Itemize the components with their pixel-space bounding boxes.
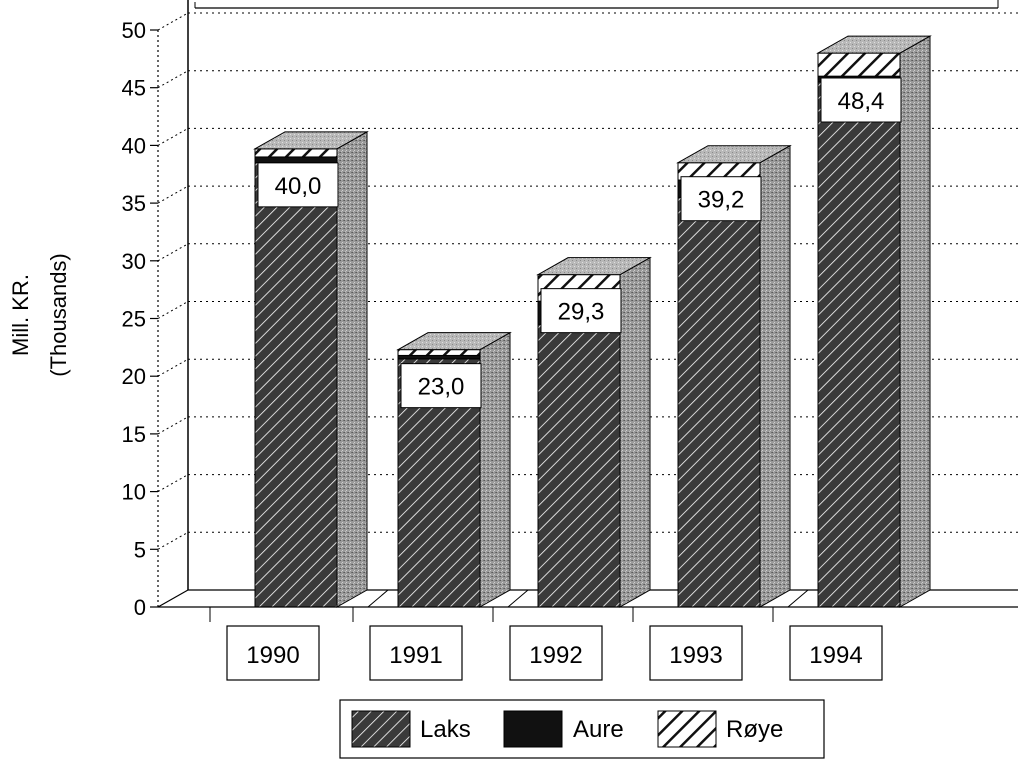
y-tick-label: 0 [134, 595, 146, 620]
grid-depth-line [157, 358, 189, 377]
y-tick-label: 35 [122, 191, 146, 216]
bar-laks-1994 [817, 81, 901, 608]
y-tick-label: 30 [122, 249, 146, 274]
legend-label-røye: Røye [726, 716, 783, 743]
grid-depth-line [157, 474, 189, 493]
category-label-1992: 1992 [529, 642, 582, 669]
grid-depth-line [157, 185, 189, 204]
bar-stack-1990: 40,0 [253, 131, 369, 608]
bar-top-1990 [253, 131, 369, 150]
y-axis: 0 5 10 15 20 25 30 35 40 45 50 [122, 18, 158, 620]
total-label-1991: 23,0 [418, 374, 465, 401]
bar-side-1994 [899, 35, 931, 608]
category-box-1993 [649, 625, 743, 681]
grid-depth-line [157, 301, 189, 319]
y-tick-label: 15 [122, 422, 146, 447]
total-label-box-1990 [257, 162, 339, 208]
bar-laks-1993 [677, 196, 761, 608]
grid-depth-line [157, 531, 189, 550]
x-depth-line [787, 589, 809, 608]
bar-side-1990 [336, 131, 368, 608]
total-label-1993: 39,2 [698, 187, 745, 214]
y-axis-title: Mill. KR. (Thousands) [8, 253, 71, 377]
legend: Laks Aure Røye [339, 699, 825, 759]
category-label-1994: 1994 [809, 642, 862, 669]
bar-aure-1990 [254, 156, 338, 164]
category-label-1990: 1990 [246, 642, 299, 669]
category-label-1991: 1991 [389, 642, 442, 669]
bar-stack-1992: 29,3 [536, 256, 652, 608]
bar-top-1991 [396, 332, 512, 351]
grid-depth-line [157, 12, 189, 31]
total-label-box-1991 [400, 363, 482, 409]
y-tick-label: 20 [122, 364, 146, 389]
bar-side-1993 [759, 144, 791, 608]
bar-røye-1990 [254, 148, 338, 158]
grid-depth-line [157, 127, 189, 146]
category-box-1992 [509, 625, 603, 681]
y-tick-label: 40 [122, 133, 146, 158]
y-tick-label: 10 [122, 480, 146, 505]
y-tick-label: 45 [122, 76, 146, 101]
legend-swatch-røye [657, 710, 717, 748]
category-box-1990 [226, 625, 320, 681]
top-frame [194, 0, 999, 9]
category-box-1991 [369, 625, 463, 681]
legend-box [339, 699, 825, 759]
total-label-box-1992 [540, 288, 622, 334]
bar-røye-1991 [397, 349, 481, 356]
y-axis-title-line1: Mill. KR. [8, 274, 33, 356]
bar-top-1992 [536, 257, 652, 276]
total-label-1992: 29,3 [558, 299, 605, 326]
legend-label-laks: Laks [420, 716, 471, 743]
y-tick-label: 25 [122, 307, 146, 332]
y-tick-label: 50 [122, 18, 146, 43]
bar-røye-1994 [817, 52, 901, 77]
bars: 40,0 23,0 29,3 39,2 48,4 [253, 35, 932, 608]
bar-side-1991 [479, 331, 511, 608]
total-label-box-1994 [820, 77, 902, 123]
bar-side-1992 [619, 256, 651, 608]
x-depth-line [367, 589, 389, 608]
y-axis-title-line2: (Thousands) [46, 253, 71, 377]
legend-swatch-laks [351, 710, 411, 748]
bar-stack-1993: 39,2 [676, 144, 792, 608]
legend-swatch-aure [503, 710, 563, 748]
category-box-1994 [789, 625, 883, 681]
bar-top-1994 [816, 35, 932, 54]
bar-top-1993 [676, 145, 792, 164]
total-label-1994: 48,4 [838, 88, 885, 115]
grid-depth-line [157, 243, 189, 262]
total-label-1990: 40,0 [275, 173, 322, 200]
total-label-box-1993 [680, 176, 762, 222]
bar-stack-1994: 48,4 [816, 35, 932, 608]
bar-laks-1990 [254, 162, 338, 608]
category-label-1993: 1993 [669, 642, 722, 669]
x-depth-line [507, 589, 529, 608]
bar-aure-1991 [397, 354, 481, 360]
category-labels: 1990 1991 1992 1993 1994 [158, 589, 1018, 681]
grid-depth-line [157, 70, 189, 89]
y-tick-label: 5 [134, 537, 146, 562]
bar-stack-1991: 23,0 [396, 331, 512, 608]
bar-laks-1992 [537, 323, 621, 608]
grid-depth-line [157, 416, 189, 435]
legend-label-aure: Aure [573, 716, 624, 743]
